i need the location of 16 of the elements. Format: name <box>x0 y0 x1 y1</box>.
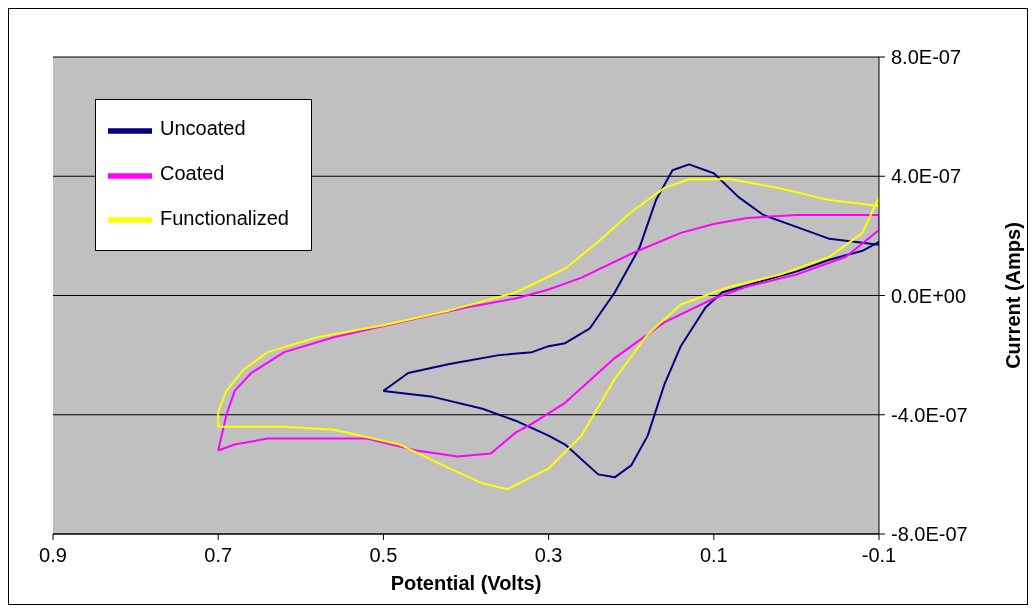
x-tick-label: 0.5 <box>369 544 398 567</box>
x-tick-label: 0.1 <box>699 544 728 567</box>
x-axis-title: Potential (Volts) <box>390 572 542 594</box>
legend-label: Uncoated <box>160 117 246 139</box>
x-tick-label: -0.1 <box>861 544 897 567</box>
x-tick-label: 0.9 <box>39 544 67 567</box>
y-tick-label: -8.0E-07 <box>891 523 968 546</box>
x-tick-label: 0.3 <box>534 544 563 567</box>
y-tick-label: 0.0E+00 <box>891 284 967 307</box>
y-tick-label: -4.0E-07 <box>891 403 968 426</box>
y-axis-title: Current (Amps) <box>1002 222 1025 369</box>
y-tick-label: 4.0E-07 <box>891 165 962 188</box>
x-tick-label: 0.7 <box>204 544 233 567</box>
legend-label: Coated <box>160 161 225 184</box>
y-tick-label: 8.0E-07 <box>891 46 962 69</box>
legend-label: Functionalized <box>160 206 289 229</box>
